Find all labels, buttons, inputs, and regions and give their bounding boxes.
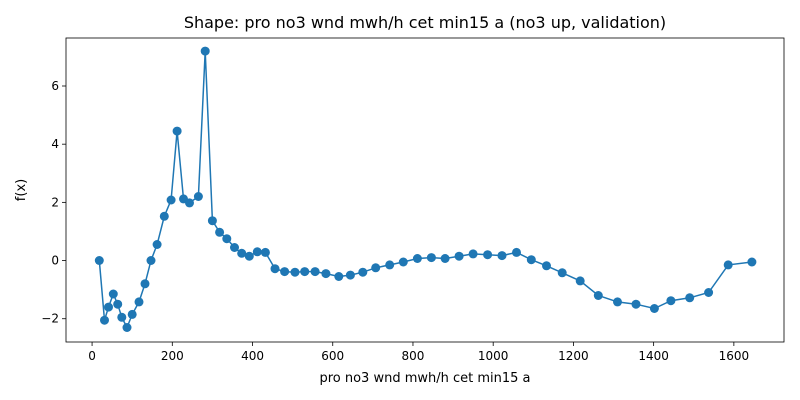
data-point — [140, 279, 150, 289]
chart-title: Shape: pro no3 wnd mwh/h cet min15 a (no… — [184, 13, 666, 32]
data-point — [146, 256, 156, 265]
plot-area — [94, 46, 757, 332]
data-point — [685, 293, 695, 303]
data-point — [497, 251, 507, 261]
data-point — [100, 315, 109, 325]
data-point — [94, 256, 104, 265]
data-point — [593, 291, 603, 300]
x-axis: 0 200 400 600 800 1000 1200 1400 1600 — [88, 342, 749, 363]
data-point — [613, 297, 622, 307]
data-point — [200, 46, 210, 56]
data-point — [260, 247, 270, 257]
x-tick-label: 1400 — [638, 349, 669, 363]
data-point — [704, 288, 714, 297]
x-tick-label: 1600 — [719, 349, 750, 363]
x-tick-label: 400 — [241, 349, 264, 363]
series-line — [98, 51, 752, 330]
data-point — [468, 249, 478, 259]
x-tick-label: 800 — [402, 349, 425, 363]
x-tick-label: 0 — [88, 349, 96, 363]
data-point — [215, 227, 225, 237]
data-point — [483, 250, 493, 260]
x-axis-label: pro no3 wnd mwh/h cet min15 a — [319, 371, 530, 386]
data-point — [426, 253, 436, 263]
data-point — [244, 251, 254, 261]
data-point — [166, 195, 176, 205]
x-tick-label: 1000 — [478, 349, 509, 363]
data-point — [127, 309, 137, 319]
data-point — [113, 299, 123, 309]
y-tick-label: 2 — [51, 195, 59, 209]
data-point — [557, 268, 567, 278]
data-point — [252, 247, 262, 257]
data-point — [747, 257, 757, 267]
y-tick-label: 4 — [51, 137, 59, 151]
x-tick-label: 200 — [161, 349, 184, 363]
data-point — [649, 304, 659, 313]
y-tick-label: −2 — [41, 312, 59, 326]
data-point — [207, 216, 217, 226]
data-point — [237, 248, 247, 258]
y-tick-label: 6 — [51, 79, 59, 93]
data-point — [193, 192, 203, 201]
data-point — [358, 267, 368, 277]
y-axis: −2 0 2 4 6 — [41, 79, 66, 326]
data-point — [134, 297, 144, 307]
data-point — [122, 323, 132, 332]
data-point — [398, 257, 408, 267]
data-point — [321, 269, 331, 279]
data-point — [152, 240, 162, 249]
data-point — [108, 289, 118, 299]
data-point — [345, 270, 355, 280]
y-axis-label: f(x) — [14, 179, 29, 201]
data-point — [222, 234, 232, 244]
data-point — [104, 302, 113, 312]
data-point — [412, 254, 422, 263]
data-point — [334, 272, 344, 281]
y-tick-label: 0 — [51, 254, 59, 268]
x-tick-label: 1200 — [558, 349, 589, 363]
data-point — [371, 263, 381, 273]
x-tick-label: 600 — [321, 349, 344, 363]
data-point — [290, 267, 300, 277]
data-point — [542, 261, 551, 271]
data-point — [526, 255, 536, 265]
data-point — [512, 247, 521, 257]
data-point — [117, 312, 127, 322]
data-point — [440, 254, 450, 263]
data-point — [172, 126, 182, 136]
data-point — [159, 211, 169, 221]
data-point — [454, 251, 464, 261]
data-point — [723, 260, 733, 270]
data-point — [270, 264, 280, 274]
data-point — [666, 296, 676, 306]
data-point — [185, 198, 194, 208]
data-point — [280, 267, 290, 277]
data-point — [310, 267, 320, 277]
data-point — [230, 243, 239, 252]
data-point — [631, 299, 641, 309]
data-point — [575, 276, 585, 286]
plot-frame — [65, 37, 785, 343]
data-point — [385, 260, 395, 270]
data-point — [300, 267, 310, 277]
